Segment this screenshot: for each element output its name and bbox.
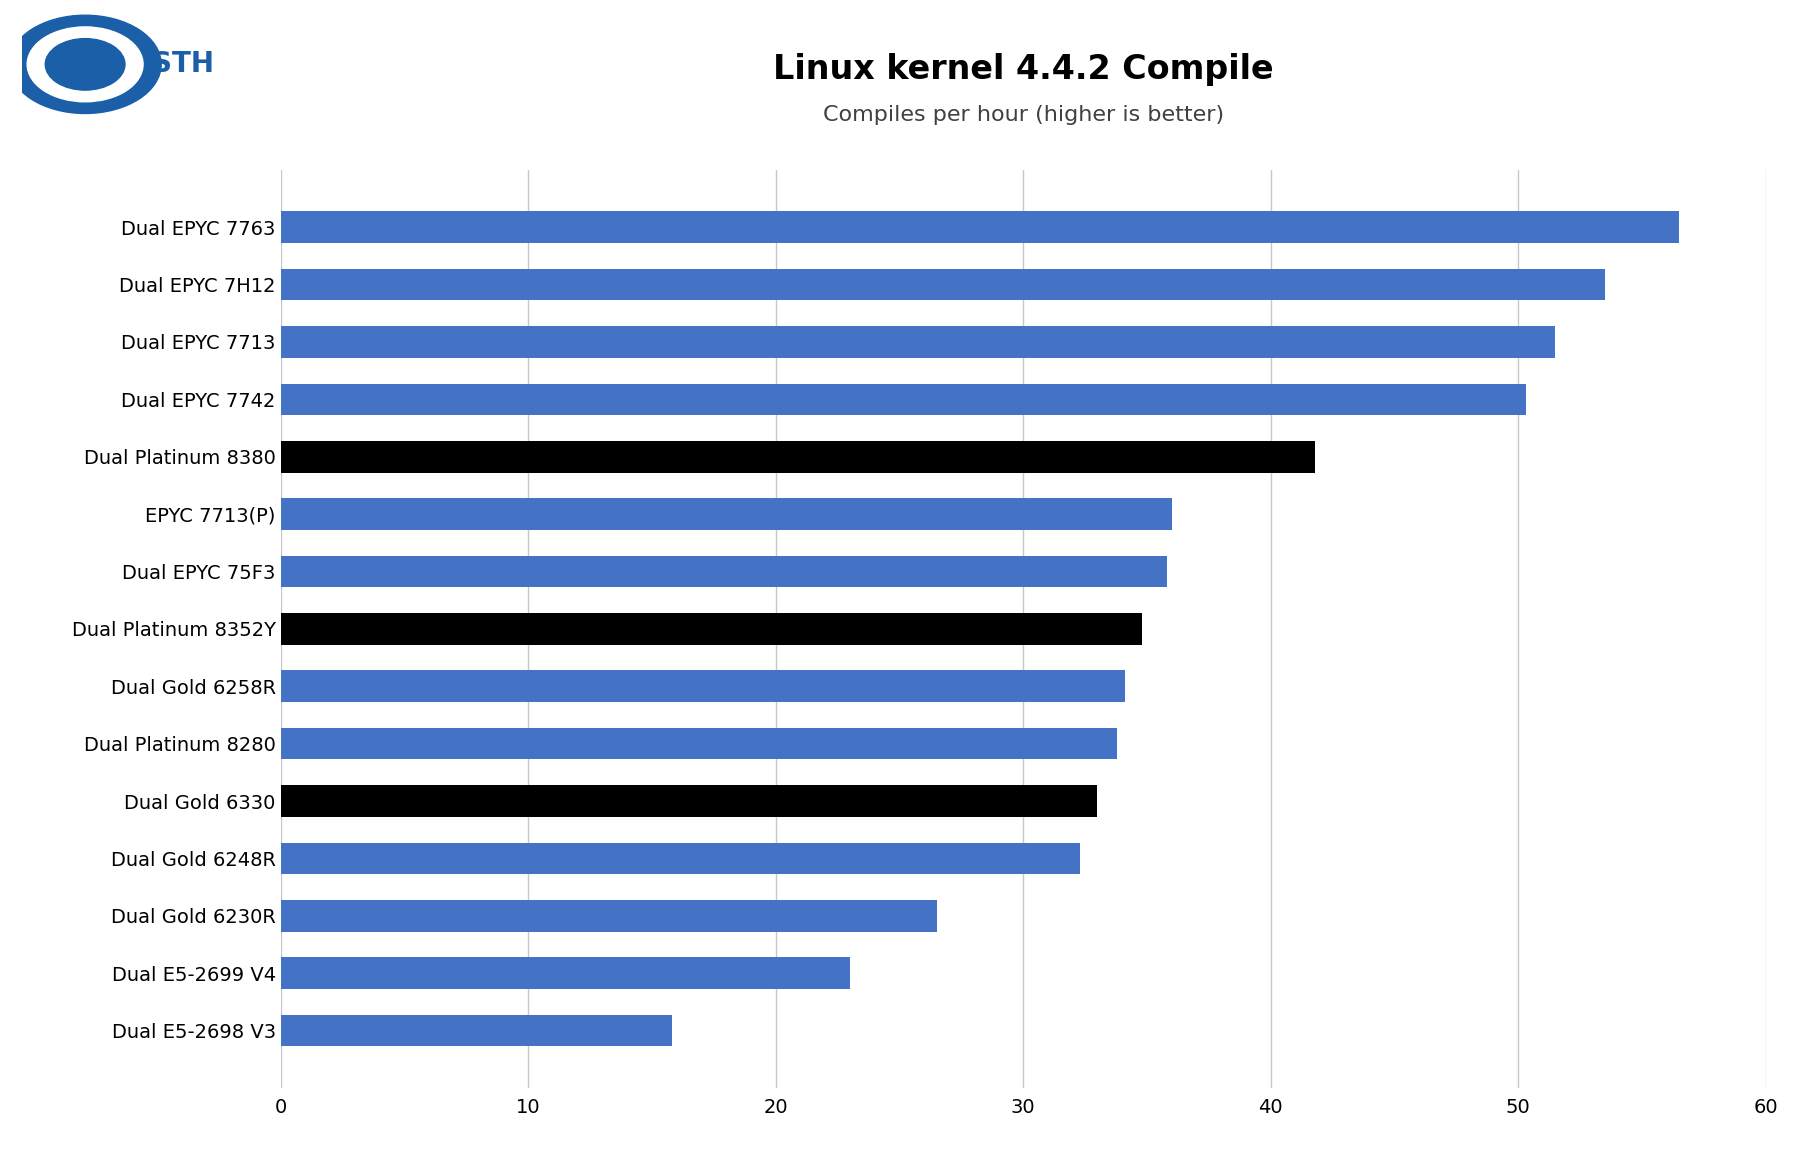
Text: Linux kernel 4.4.2 Compile: Linux kernel 4.4.2 Compile (773, 53, 1273, 85)
Circle shape (27, 27, 143, 102)
Bar (281, 556, 1166, 587)
Bar (281, 1014, 672, 1046)
Circle shape (9, 15, 161, 113)
Bar (281, 613, 1143, 645)
Text: Compiles per hour (higher is better): Compiles per hour (higher is better) (822, 105, 1224, 125)
Bar (281, 957, 849, 989)
Bar (281, 900, 936, 931)
Bar (281, 670, 1125, 702)
Bar (281, 728, 1117, 759)
Bar (281, 498, 1172, 530)
Bar (281, 441, 1315, 473)
Text: STH: STH (152, 50, 214, 78)
Bar (281, 326, 1556, 358)
Bar (281, 384, 1525, 415)
Bar (281, 212, 1679, 243)
Bar (281, 842, 1079, 874)
Circle shape (45, 39, 125, 90)
Bar (281, 785, 1097, 817)
Bar (281, 269, 1605, 301)
